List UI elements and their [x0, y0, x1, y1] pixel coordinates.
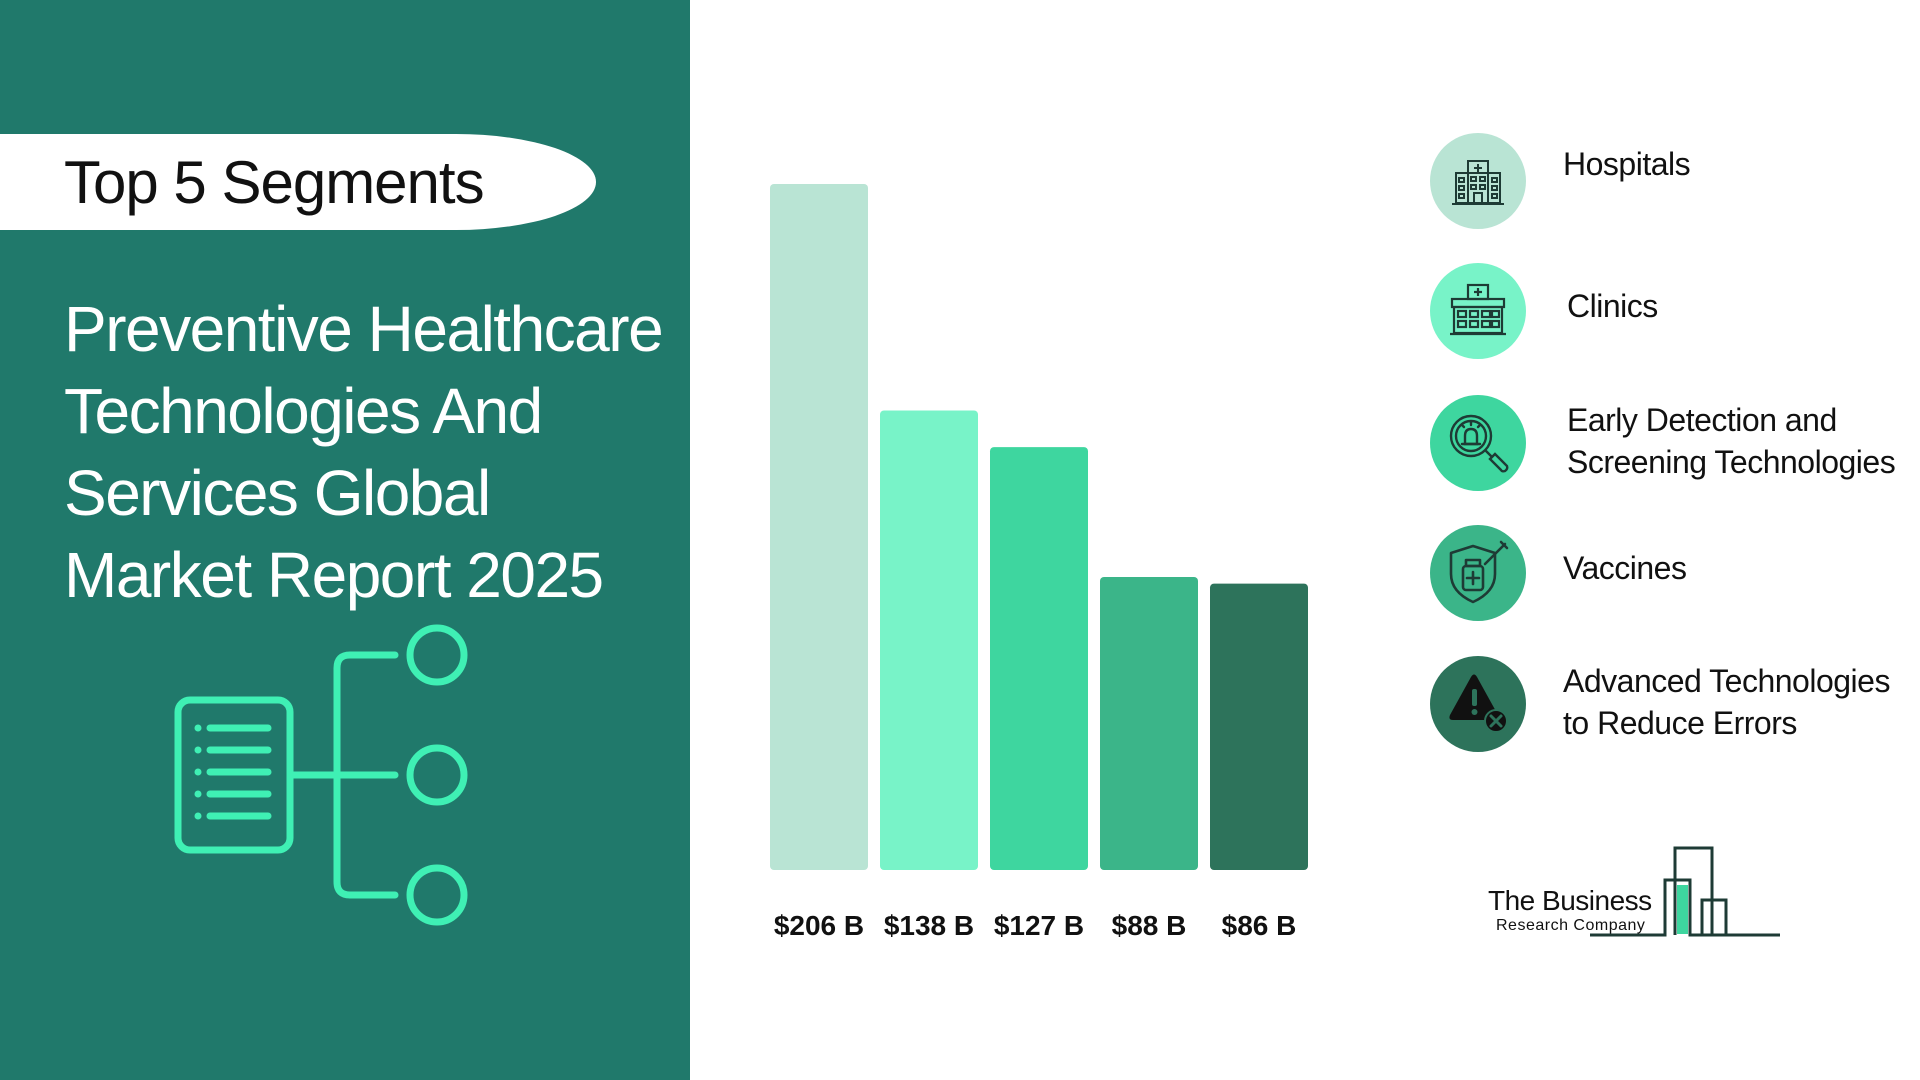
report-tree-icon	[174, 624, 468, 926]
hospital-icon	[1452, 160, 1504, 205]
bar-4	[1100, 576, 1198, 870]
legend-label: Early Detection and Screening Technologi…	[1567, 399, 1896, 483]
warning-error-icon	[1449, 674, 1508, 733]
legend-item-clinics: Clinics	[1430, 263, 1910, 359]
legend-label-line: Hospitals	[1563, 146, 1691, 182]
title-line: Market Report 2025	[64, 539, 604, 611]
title-line: Services Global	[64, 457, 491, 529]
legend-circle	[1430, 525, 1526, 621]
legend-label-line: to Reduce Errors	[1563, 705, 1797, 741]
bar-value-label: $127 B	[994, 910, 1084, 941]
legend-circle	[1430, 395, 1526, 491]
title-line: Preventive Healthcare	[64, 293, 664, 365]
segments-pill: Top 5 Segments	[0, 134, 596, 230]
bar-3	[990, 447, 1088, 870]
legend-item-advanced-technologies: Advanced Technologies to Reduce Errors	[1430, 656, 1910, 752]
clinic-icon	[1450, 283, 1506, 336]
legend-label-line: Clinics	[1567, 288, 1658, 324]
legend-label: Hospitals	[1563, 143, 1691, 185]
legend-item-early-detection: Early Detection and Screening Technologi…	[1430, 395, 1910, 491]
logo-subtitle: Research Company	[1496, 917, 1646, 934]
left-panel: Top 5 Segments Preventive Healthcare Tec…	[0, 0, 690, 1080]
bar-chart: $206 B $138 B $127 B $88 B $86 B	[770, 184, 1308, 941]
legend-label-line: Vaccines	[1563, 550, 1687, 586]
bar-value-label: $88 B	[1112, 910, 1187, 941]
report-title: Preventive Healthcare Technologies And S…	[64, 288, 684, 616]
legend-circle	[1430, 656, 1526, 752]
bar-2	[880, 410, 978, 870]
legend-label-line: Early Detection and	[1567, 402, 1837, 438]
pill-label: Top 5 Segments	[64, 149, 485, 216]
bar-value-label: $138 B	[884, 910, 974, 941]
logo-name: The Business	[1488, 885, 1652, 916]
bar-value-label: $206 B	[774, 910, 864, 941]
bar-1	[770, 184, 868, 870]
legend-circle	[1430, 263, 1526, 359]
legend-label-line: Screening Technologies	[1567, 444, 1896, 480]
vaccine-shield-icon	[1449, 540, 1509, 604]
title-line: Technologies And	[64, 375, 543, 447]
company-logo: The Business Research Company	[1480, 845, 1800, 945]
logo-bars-graphic	[1590, 846, 1780, 937]
legend-label-line: Advanced Technologies	[1563, 663, 1890, 699]
magnifier-alarm-icon	[1449, 414, 1509, 473]
legend-item-vaccines: Vaccines	[1430, 525, 1910, 621]
legend-label: Clinics	[1567, 285, 1658, 327]
legend-label: Advanced Technologies to Reduce Errors	[1563, 660, 1890, 744]
bar-5	[1210, 583, 1308, 870]
bar-value-label: $86 B	[1222, 910, 1297, 941]
legend-item-hospitals: Hospitals	[1430, 133, 1910, 229]
legend-label: Vaccines	[1563, 547, 1687, 589]
legend-circle	[1430, 133, 1526, 229]
